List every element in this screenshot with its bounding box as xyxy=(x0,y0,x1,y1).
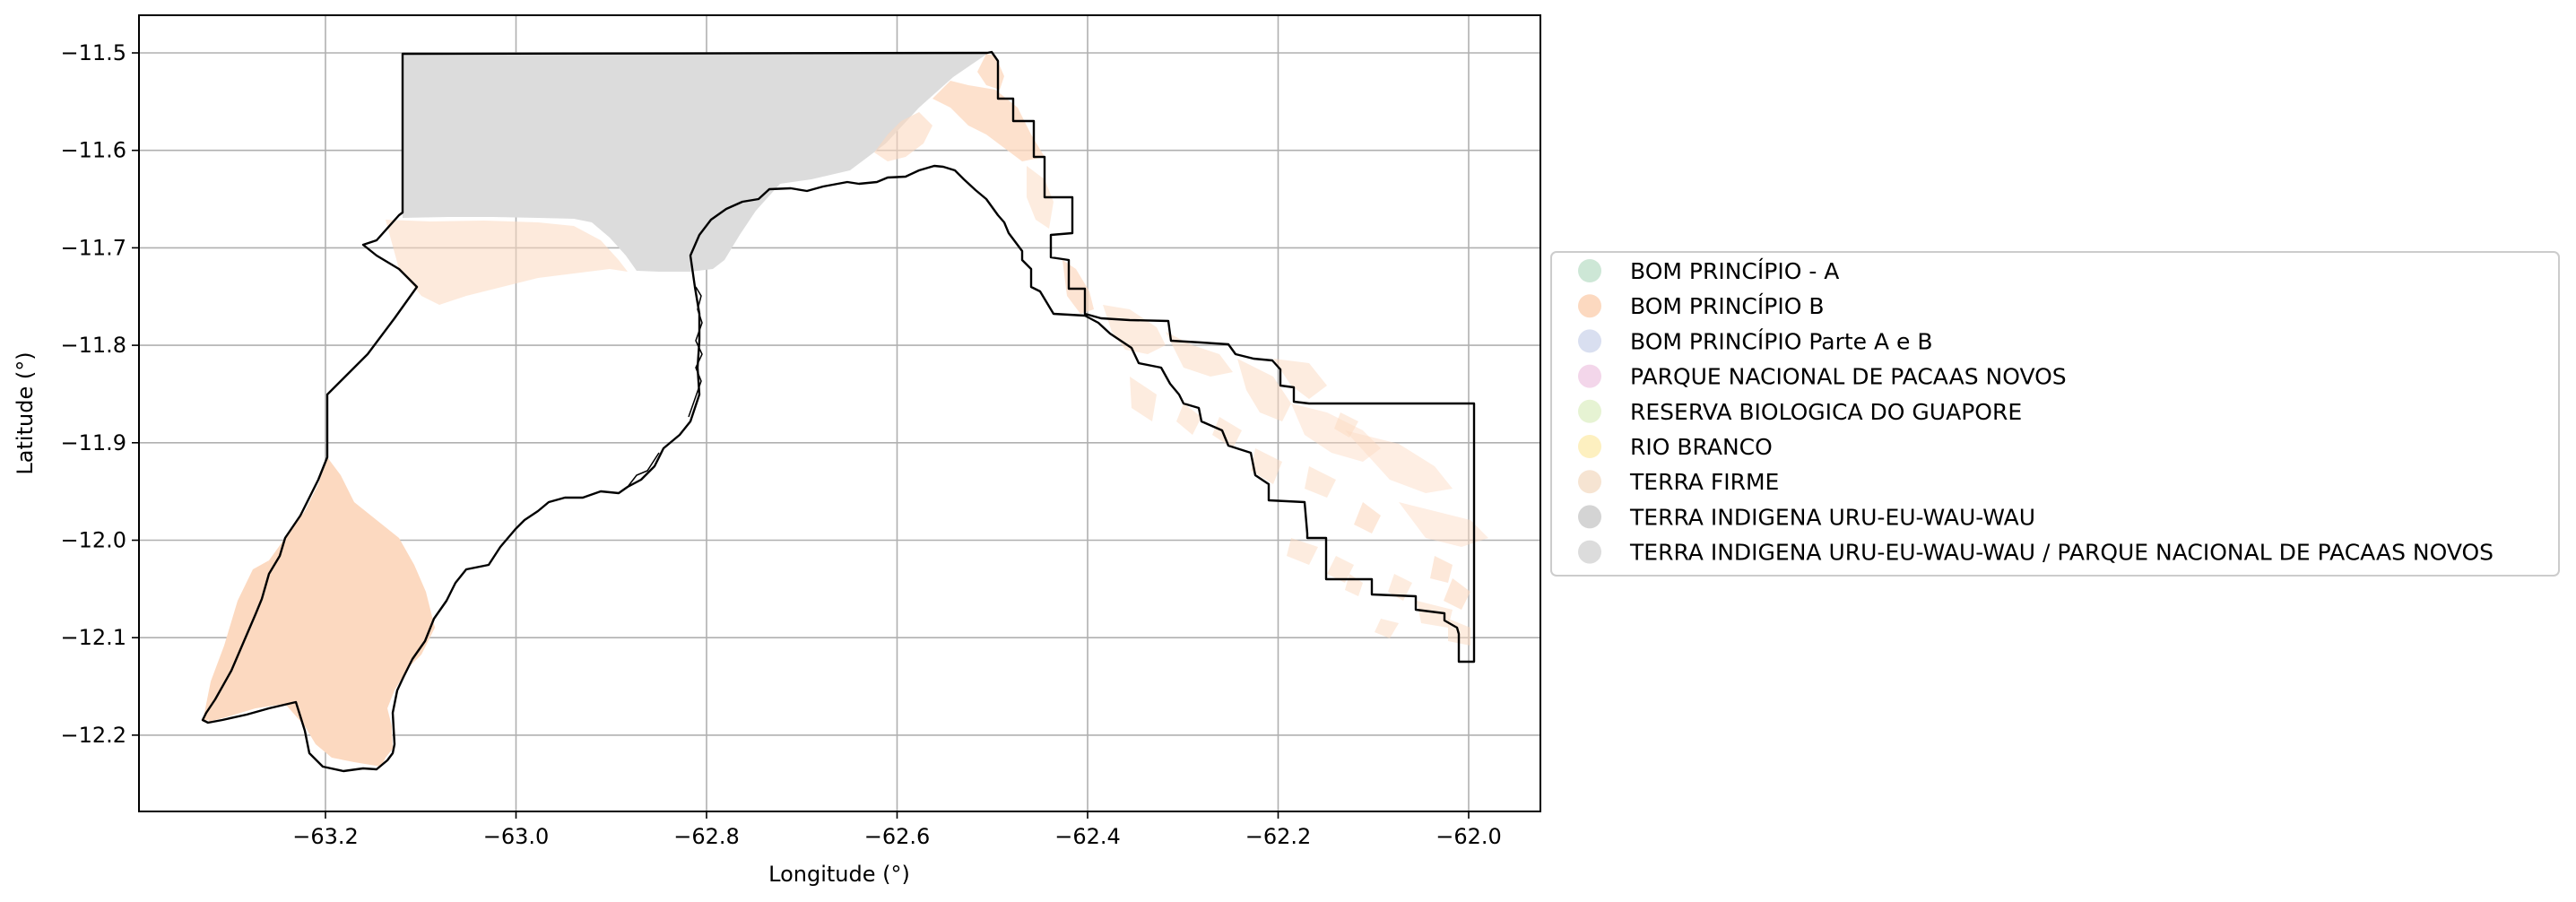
bom-principio-b-area xyxy=(203,54,1488,767)
x-tick-label: −62.4 xyxy=(1054,824,1121,849)
legend-entry: TERRA FIRME xyxy=(1578,469,1779,495)
legend-marker xyxy=(1578,435,1601,458)
legend-marker xyxy=(1578,364,1601,388)
legend-marker xyxy=(1578,505,1601,529)
x-axis: −63.2 −63.0 −62.8 −62.6 −62.4 −62.2 −62.0 xyxy=(292,811,1502,849)
river-outline-detail xyxy=(627,286,703,488)
y-axis: −11.5 −11.6 −11.7 −11.8 −11.9 −12.0 −12.1 −12.2 xyxy=(60,40,139,748)
legend-label: PARQUE NACIONAL DE PACAAS NOVOS xyxy=(1630,364,2067,390)
legend-entry: BOM PRINCÍPIO - A xyxy=(1578,258,1839,284)
legend-marker xyxy=(1578,470,1601,494)
x-tick-label: −63.0 xyxy=(483,824,550,849)
legend-entry: TERRA INDIGENA URU-EU-WAU-WAU xyxy=(1578,504,2035,530)
legend-label: BOM PRINCÍPIO - A xyxy=(1630,258,1839,284)
legend-marker xyxy=(1578,329,1601,353)
y-tick-label: −12.2 xyxy=(60,723,126,748)
axes-frame xyxy=(138,14,1541,812)
legend-entry: BOM PRINCÍPIO Parte A e B xyxy=(1578,328,1933,354)
x-tick-label: −62.6 xyxy=(864,824,931,849)
legend-label: TERRA FIRME xyxy=(1629,469,1779,495)
indigenous-land-area xyxy=(403,54,987,272)
legend-label: TERRA INDIGENA URU-EU-WAU-WAU xyxy=(1629,504,2035,530)
y-tick-label: −11.5 xyxy=(60,40,126,65)
legend-label: BOM PRINCÍPIO B xyxy=(1630,293,1824,319)
x-tick-label: −62.8 xyxy=(673,824,740,849)
legend-entry: PARQUE NACIONAL DE PACAAS NOVOS xyxy=(1578,364,2067,390)
legend-marker xyxy=(1578,259,1601,282)
legend-marker xyxy=(1578,399,1601,423)
x-axis-label: Longitude (°) xyxy=(768,862,910,887)
legend-entry: RIO BRANCO xyxy=(1578,434,1773,460)
y-tick-label: −12.1 xyxy=(60,625,126,650)
legend-entry: RESERVA BIOLOGICA DO GUAPORE xyxy=(1578,399,2022,425)
y-tick-label: −11.9 xyxy=(60,430,126,455)
legend: BOM PRINCÍPIO - A BOM PRINCÍPIO B BOM PRIN… xyxy=(1550,251,2560,577)
legend-entry: BOM PRINCÍPIO B xyxy=(1578,293,1824,319)
legend-marker xyxy=(1578,294,1601,318)
y-tick-label: −11.7 xyxy=(60,235,126,260)
x-tick-label: −63.2 xyxy=(292,824,359,849)
legend-entry: TERRA INDIGENA URU-EU-WAU-WAU / PARQUE N… xyxy=(1578,540,2494,566)
legend-label: BOM PRINCÍPIO Parte A e B xyxy=(1630,328,1933,354)
legend-marker xyxy=(1578,540,1601,564)
y-tick-label: −12.0 xyxy=(60,528,126,553)
x-tick-label: −62.0 xyxy=(1435,824,1502,849)
y-axis-label: Latitude (°) xyxy=(13,351,38,474)
plot-area: −63.2 −63.0 −62.8 −62.6 −62.4 −62.2 −62.0 −11.… xyxy=(60,14,1541,849)
region-outline xyxy=(201,50,1476,773)
legend-label: RESERVA BIOLOGICA DO GUAPORE xyxy=(1630,399,2022,425)
y-tick-label: −11.6 xyxy=(60,138,126,163)
x-tick-label: −62.2 xyxy=(1245,824,1312,849)
y-tick-label: −11.8 xyxy=(60,333,126,358)
legend-box xyxy=(1550,251,2560,577)
legend-label: TERRA INDIGENA URU-EU-WAU-WAU / PARQUE N… xyxy=(1629,540,2494,566)
legend-label: RIO BRANCO xyxy=(1630,434,1773,460)
